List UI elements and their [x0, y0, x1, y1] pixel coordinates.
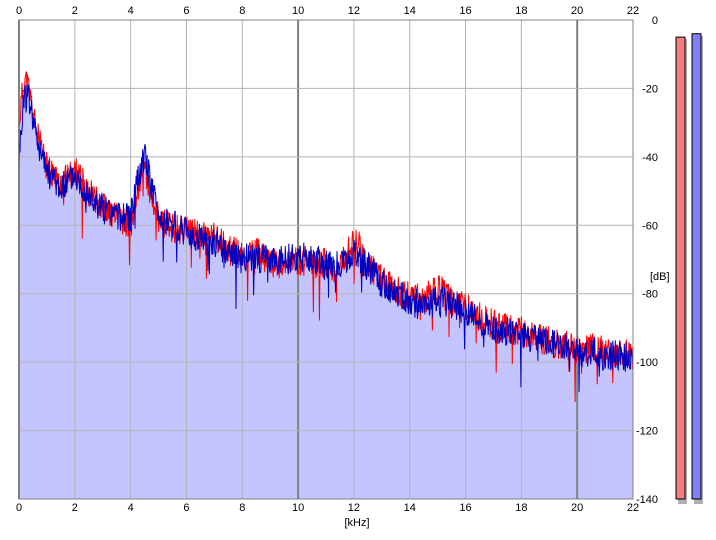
meter-left-bar — [675, 36, 686, 500]
x-tick-label-bottom: 12 — [348, 502, 360, 514]
x-tick-label-bottom: 8 — [239, 502, 245, 514]
y-tick-label: -60 — [642, 220, 658, 232]
x-tick-label-top: 2 — [72, 5, 78, 17]
tick-label-layer: 002244668810101212141416161818202022220-… — [16, 5, 658, 514]
x-tick-label-top: 14 — [404, 5, 416, 17]
x-tick-label-bottom: 6 — [183, 502, 189, 514]
x-tick-label-top: 6 — [183, 5, 189, 17]
x-tick-label-bottom: 22 — [627, 502, 639, 514]
y-tick-label: -40 — [642, 152, 658, 164]
x-tick-label-bottom: 18 — [515, 502, 527, 514]
x-tick-label-bottom: 14 — [404, 502, 416, 514]
grid-layer — [18, 19, 634, 500]
y-tick-label: -100 — [636, 357, 658, 369]
x-tick-label-bottom: 10 — [292, 502, 304, 514]
x-tick-label-top: 12 — [348, 5, 360, 17]
x-tick-label-top: 4 — [128, 5, 134, 17]
y-tick-label: -140 — [636, 494, 658, 506]
x-tick-label-top: 16 — [459, 5, 471, 17]
y-tick-label: -120 — [636, 426, 658, 438]
x-tick-label-bottom: 2 — [72, 502, 78, 514]
meter-right-bar — [691, 33, 702, 500]
x-tick-label-bottom: 4 — [128, 502, 134, 514]
y-axis-label: [dB] — [650, 271, 670, 283]
x-tick-label-top: 18 — [515, 5, 527, 17]
x-tick-label-top: 22 — [627, 5, 639, 17]
plot-frame — [18, 19, 634, 500]
series-layer — [18, 71, 634, 403]
x-tick-label-top: 8 — [239, 5, 245, 17]
x-tick-label-top: 10 — [292, 5, 304, 17]
x-tick-label-bottom: 20 — [571, 502, 583, 514]
spectrum-fill-layer — [19, 71, 633, 499]
x-tick-label-bottom: 16 — [459, 502, 471, 514]
spectrum-area — [19, 71, 633, 499]
x-tick-label-bottom: 0 — [16, 502, 22, 514]
y-tick-label: -80 — [642, 289, 658, 301]
series-blue-line — [18, 84, 634, 393]
x-tick-label-top: 0 — [16, 5, 22, 17]
y-tick-label: -20 — [642, 83, 658, 95]
y-tick-label: 0 — [652, 15, 658, 27]
x-tick-label-top: 20 — [571, 5, 583, 17]
x-axis-label: [kHz] — [344, 517, 369, 529]
